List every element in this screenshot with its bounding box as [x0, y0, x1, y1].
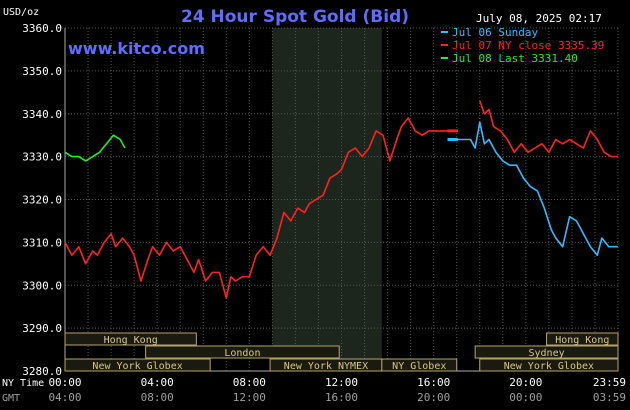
x-tick-label: 23:59: [593, 376, 626, 389]
market-session-label: Hong Kong: [104, 335, 158, 346]
y-tick-label: 3330.0: [22, 151, 62, 164]
x-tick-label: 20:00: [509, 376, 542, 389]
chart-title: 24 Hour Spot Gold (Bid): [181, 7, 409, 27]
y-tick-label: 3360.0: [22, 22, 62, 35]
market-session-bar: [546, 332, 619, 346]
y-tick-label: 3340.0: [22, 108, 62, 121]
market-session-label: NY Globex: [392, 361, 446, 372]
legend-entry: Jul 08 Last 3331.40: [452, 52, 578, 65]
x-tick-label: 00:00: [48, 376, 81, 389]
x-tick-label: 04:00: [141, 376, 174, 389]
y-unit-label: USD/oz: [3, 7, 39, 18]
x-tick-label: 08:00: [233, 376, 266, 389]
y-tick-label: 3280.0: [22, 365, 62, 378]
market-session-bar: [145, 345, 340, 359]
y-tick-label: 3300.0: [22, 279, 62, 292]
x-row-name: GMT: [2, 393, 20, 404]
market-session-bar: [479, 358, 619, 372]
site-url: www.kitco.com: [68, 39, 205, 58]
y-tick-label: 3310.0: [22, 236, 62, 249]
y-tick-label: 3290.0: [22, 322, 62, 335]
market-session-bar: [474, 345, 619, 359]
x-tick-label: 04:00: [48, 391, 81, 404]
x-tick-label: 08:00: [141, 391, 174, 404]
market-session-bar: [64, 358, 211, 372]
legend-entry: Jul 07 NY close 3335.39: [452, 39, 604, 52]
series-line: [449, 121, 618, 256]
series-line: [64, 117, 457, 299]
timestamp: July 08, 2025 02:17: [476, 12, 602, 25]
x-tick-label: 03:59: [593, 391, 626, 404]
legend-entry: Jul 06 Sunday: [452, 26, 538, 39]
market-session-label: New York Globex: [92, 361, 182, 372]
market-session-label: Hong Kong: [555, 335, 609, 346]
market-session-bar: [64, 332, 197, 346]
x-tick-label: 12:00: [325, 376, 358, 389]
market-session-label: New York Globex: [504, 361, 594, 372]
x-tick-label: 20:00: [417, 391, 450, 404]
market-session-bar: [381, 358, 458, 372]
y-tick-label: 3320.0: [22, 194, 62, 207]
market-session-label: New York NYMEX: [284, 361, 368, 372]
market-session-label: Sydney: [529, 348, 565, 359]
x-tick-label: 00:00: [509, 391, 542, 404]
x-tick-label: 16:00: [325, 391, 358, 404]
series-line: [64, 134, 126, 162]
market-session-label: London: [224, 348, 260, 359]
x-tick-label: 16:00: [417, 376, 450, 389]
x-tick-label: 12:00: [233, 391, 266, 404]
series-line: [479, 100, 618, 158]
x-row-name: NY Time: [2, 378, 44, 389]
y-tick-label: 3350.0: [22, 65, 62, 78]
